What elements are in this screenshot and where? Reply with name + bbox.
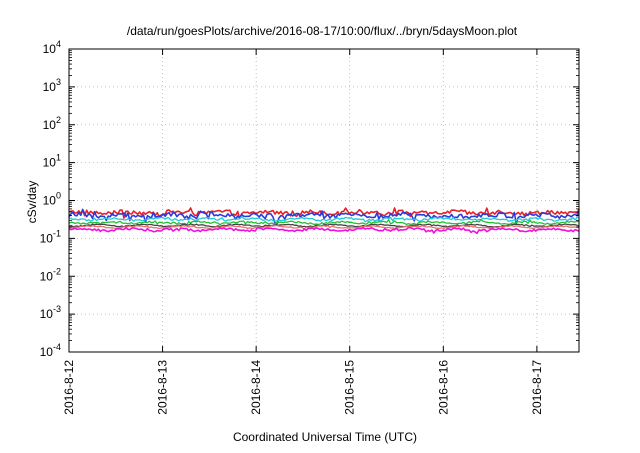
y-tick-exponent: -1 — [53, 228, 61, 238]
y-tick-exponent: 0 — [56, 191, 61, 201]
series-line — [68, 208, 580, 225]
x-tick-label: 2016-8-17 — [530, 360, 544, 415]
chart-title: /data/run/goesPlots/archive/2016-08-17/1… — [127, 24, 518, 38]
y-axis-label: cSv/day — [25, 181, 39, 224]
y-tick-label: 10-2 — [40, 266, 61, 283]
y-tick-label: 102 — [43, 115, 61, 132]
y-tick-exponent: 1 — [56, 153, 61, 163]
y-tick-label: 10-1 — [40, 228, 61, 245]
series-group — [68, 207, 580, 235]
x-tick-label: 2016-8-13 — [156, 360, 170, 415]
y-tick-exponent: -4 — [53, 342, 61, 352]
x-tick-label: 2016-8-15 — [343, 360, 357, 415]
y-tick-label: 104 — [43, 39, 61, 56]
grid — [69, 49, 579, 352]
y-tick-label: 10-3 — [40, 304, 61, 321]
x-tick-label: 2016-8-12 — [62, 360, 76, 415]
y-tick-exponent: -2 — [53, 266, 61, 276]
y-tick-exponent: -3 — [53, 304, 61, 314]
x-tick-label: 2016-8-16 — [436, 360, 450, 415]
y-tick-label: 101 — [43, 153, 61, 170]
series-line — [68, 226, 580, 235]
y-tick-exponent: 2 — [56, 115, 61, 125]
y-tick-exponent: 4 — [56, 39, 61, 49]
x-axis-label: Coordinated Universal Time (UTC) — [233, 430, 417, 444]
x-tick-label: 2016-8-14 — [249, 360, 263, 415]
x-ticks: 2016-8-12 2016-8-13 2016-8-14 2016-8-15 2016… — [62, 49, 544, 415]
series-line — [68, 219, 580, 226]
y-tick-exponent: 3 — [56, 77, 61, 87]
y-tick-label: 100 — [43, 191, 61, 208]
y-tick-label: 103 — [43, 77, 61, 94]
series-line — [68, 216, 580, 223]
y-tick-label: 10-4 — [40, 342, 61, 359]
series-line — [69, 224, 580, 230]
